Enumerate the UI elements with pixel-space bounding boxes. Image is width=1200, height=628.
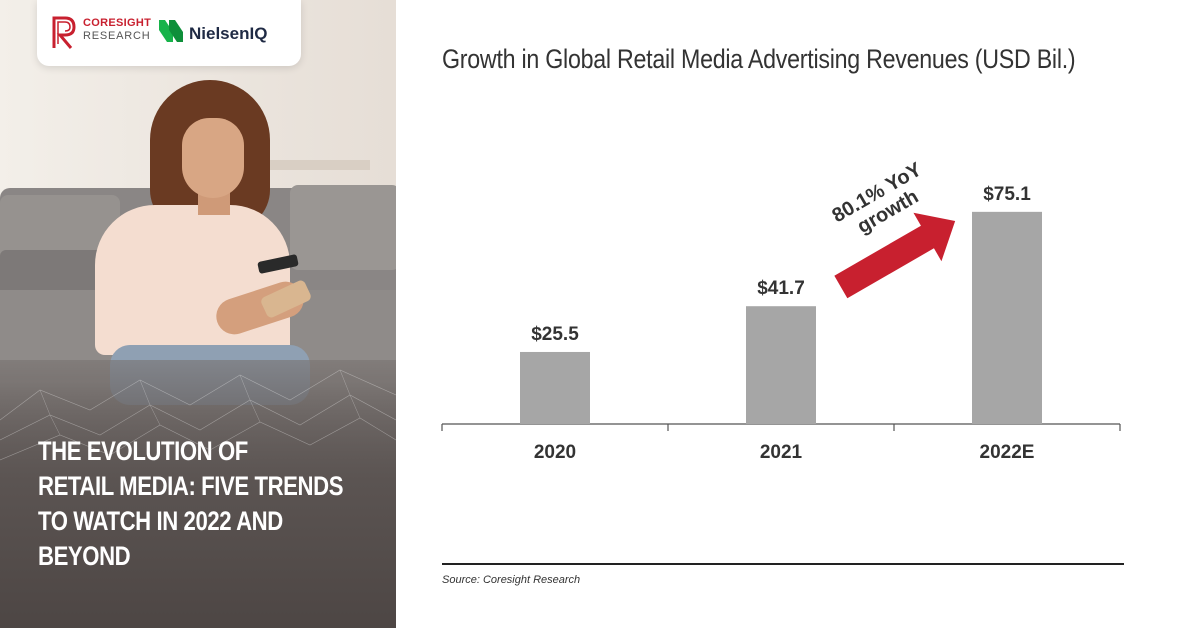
coresight-name: CORESIGHT <box>83 17 152 29</box>
coresight-wordmark: CORESIGHT RESEARCH <box>83 17 151 43</box>
growth-arrow-shape <box>834 212 956 299</box>
nielseniq-logo-icon <box>159 20 183 42</box>
data-label: $75.1 <box>983 184 1031 205</box>
footer-divider <box>442 563 1124 565</box>
x-tick-label: 2021 <box>760 442 803 463</box>
photo-blanket <box>0 360 396 628</box>
chart-title: Growth in Global Retail Media Advertisin… <box>442 44 1076 74</box>
source-note: Source: Coresight Research <box>442 574 581 586</box>
hero-photo-panel: THE EVOLUTION OF RETAIL MEDIA: FIVE TREN… <box>0 0 396 628</box>
growth-arrow <box>834 212 956 299</box>
nielseniq-wordmark: NielsenIQ <box>189 24 268 43</box>
logo-card: CORESIGHT RESEARCH NielsenIQ <box>37 0 301 66</box>
headline-line: RETAIL MEDIA: FIVE TRENDS <box>38 471 344 501</box>
headline: THE EVOLUTION OF RETAIL MEDIA: FIVE TREN… <box>38 434 344 574</box>
headline-line: TO WATCH IN 2022 AND <box>38 506 283 536</box>
bar <box>972 211 1042 424</box>
photo-woman-top <box>95 205 290 355</box>
data-label: $41.7 <box>757 278 805 299</box>
headline-line: THE EVOLUTION OF <box>38 436 248 466</box>
photo-woman-face <box>182 118 244 198</box>
photo-cushion <box>290 185 396 270</box>
bar <box>520 351 590 424</box>
coresight-logo-icon <box>52 16 76 49</box>
data-label: $25.5 <box>531 324 579 345</box>
x-tick-label: 2020 <box>534 442 576 463</box>
bar <box>746 306 816 424</box>
headline-line: BEYOND <box>38 541 131 571</box>
network-mesh-decoration <box>0 369 396 461</box>
coresight-sub: RESEARCH <box>83 30 151 42</box>
photo-shelf <box>250 160 370 170</box>
x-tick-label: 2022E <box>980 442 1035 463</box>
